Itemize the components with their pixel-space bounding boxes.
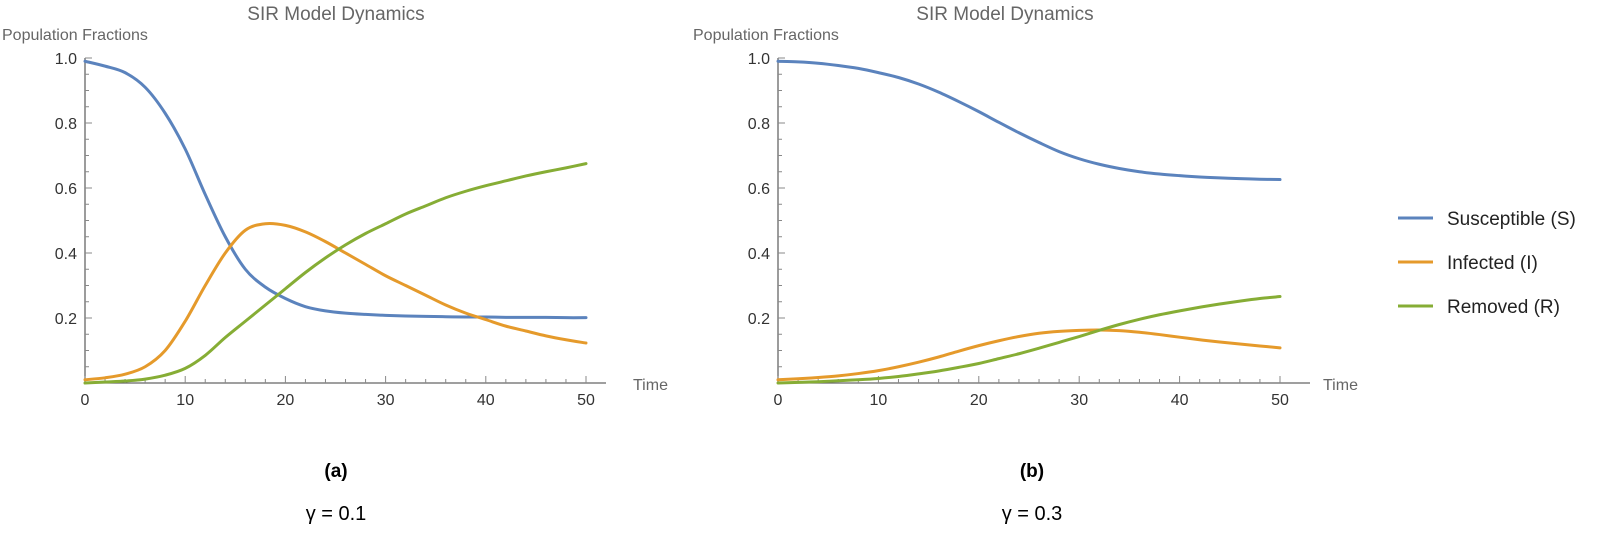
- series-lines-a: [83, 59, 588, 385]
- ticks-b: 0 10 20 30 40 50 0.2 0.4 0.6 0.8 1.0: [748, 51, 1289, 409]
- series-lines-b: [776, 59, 1282, 385]
- x-tick-label: 20: [277, 392, 295, 409]
- x-axis-label-a: Time: [633, 377, 668, 394]
- y-axis-label-a: Population Fractions: [2, 27, 148, 44]
- x-tick-label: 50: [577, 392, 595, 409]
- chart-title-b: SIR Model Dynamics: [916, 4, 1093, 25]
- x-tick-label: 30: [1070, 392, 1088, 409]
- x-tick-label: 0: [774, 392, 783, 409]
- legend-label-susceptible: Susceptible (S): [1447, 209, 1576, 230]
- x-tick-label: 10: [870, 392, 888, 409]
- caption-gamma-a: γ = 0.1: [306, 503, 367, 525]
- x-tick-label: 50: [1271, 392, 1289, 409]
- ticks-a: 0 10 20 30 40 50 0.2 0.4 0.6 0.8 1.0: [55, 51, 595, 409]
- panel-b: SIR Model Dynamics Population Fractions …: [693, 4, 1358, 525]
- series-line-susceptible: [83, 59, 588, 320]
- legend-label-infected: Infected (I): [1447, 253, 1538, 274]
- series-line-infected: [83, 221, 588, 382]
- y-axis-label-b: Population Fractions: [693, 27, 839, 44]
- y-tick-label: 0.2: [55, 311, 77, 328]
- series-line-infected: [776, 328, 1282, 382]
- caption-letter-b: (b): [1020, 461, 1044, 482]
- caption-gamma-b: γ = 0.3: [1002, 503, 1063, 525]
- x-tick-label: 0: [81, 392, 90, 409]
- y-tick-label: 0.6: [748, 181, 770, 198]
- caption-letter-a: (a): [324, 461, 347, 482]
- y-tick-label: 0.8: [55, 116, 77, 133]
- y-tick-label: 0.4: [55, 246, 77, 263]
- x-tick-label: 30: [377, 392, 395, 409]
- y-tick-label: 0.4: [748, 246, 770, 263]
- y-tick-label: 0.8: [748, 116, 770, 133]
- x-tick-label: 40: [477, 392, 495, 409]
- x-tick-label: 20: [970, 392, 988, 409]
- series-line-removed: [776, 295, 1282, 385]
- series-line-susceptible: [776, 59, 1282, 182]
- legend-label-removed: Removed (R): [1447, 297, 1560, 318]
- legend: Susceptible (S) Infected (I) Removed (R): [1398, 209, 1576, 318]
- x-tick-label: 40: [1171, 392, 1189, 409]
- series-line-removed: [83, 162, 588, 385]
- x-tick-label: 10: [176, 392, 194, 409]
- y-tick-label: 1.0: [748, 51, 770, 68]
- y-tick-label: 1.0: [55, 51, 77, 68]
- y-tick-label: 0.6: [55, 181, 77, 198]
- y-tick-label: 0.2: [748, 311, 770, 328]
- x-axis-label-b: Time: [1323, 377, 1358, 394]
- panel-a: SIR Model Dynamics Population Fractions …: [2, 4, 668, 525]
- chart-title-a: SIR Model Dynamics: [247, 4, 424, 25]
